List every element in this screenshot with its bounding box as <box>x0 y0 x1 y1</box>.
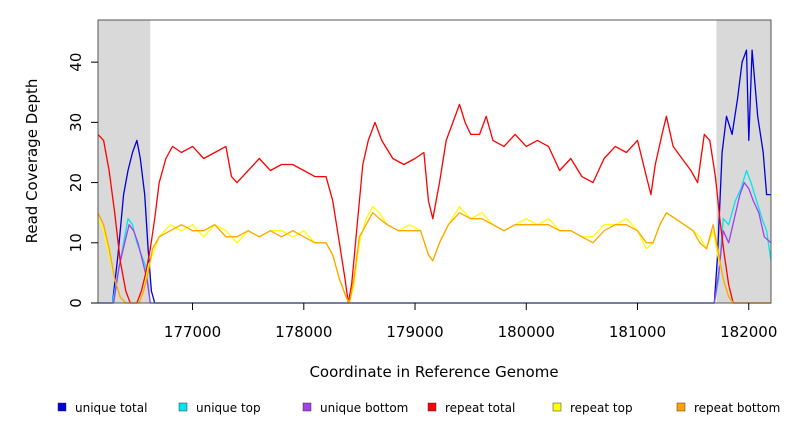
legend-label-repeat-total: repeat total <box>445 401 515 415</box>
y-tick-label: 40 <box>67 53 85 72</box>
series-line-unique-top <box>98 169 772 304</box>
legend-swatch-unique-total <box>57 402 67 412</box>
series-line-repeat-total <box>97 103 771 304</box>
x-tick-label: 179000 <box>386 323 443 341</box>
legend-label-unique-top: unique top <box>196 401 261 415</box>
x-tick-label: 177000 <box>164 323 221 341</box>
y-tick-label: 0 <box>67 298 85 308</box>
legend-label-unique-bottom: unique bottom <box>320 401 408 415</box>
legend-swatch-repeat-bottom <box>676 402 686 412</box>
x-tick-label: 180000 <box>498 323 555 341</box>
legend-swatch-unique-bottom <box>302 402 312 412</box>
y-axis-title: Read Coverage Depth <box>23 79 41 244</box>
y-tick-label: 10 <box>67 233 85 252</box>
x-tick-label: 178000 <box>275 323 332 341</box>
legend-swatch-repeat-total <box>427 402 437 412</box>
legend-swatch-repeat-top <box>552 402 562 412</box>
legend-label-repeat-top: repeat top <box>570 401 633 415</box>
series-line-unique-bottom <box>98 181 772 304</box>
plot-frame <box>97 19 772 304</box>
x-tick-label: 182000 <box>720 323 777 341</box>
series-line-unique-total <box>98 49 771 304</box>
legend-label-unique-total: unique total <box>75 401 147 415</box>
legend-label-repeat-bottom: repeat bottom <box>694 401 780 415</box>
legend-swatch-unique-top <box>178 402 188 412</box>
x-axis-title: Coordinate in Reference Genome <box>309 363 558 381</box>
y-tick-label: 20 <box>67 173 85 192</box>
x-tick-label: 181000 <box>609 323 666 341</box>
series-line-repeat-bottom <box>97 212 771 304</box>
y-tick-label: 30 <box>67 113 85 132</box>
shaded-region-2 <box>716 20 771 303</box>
